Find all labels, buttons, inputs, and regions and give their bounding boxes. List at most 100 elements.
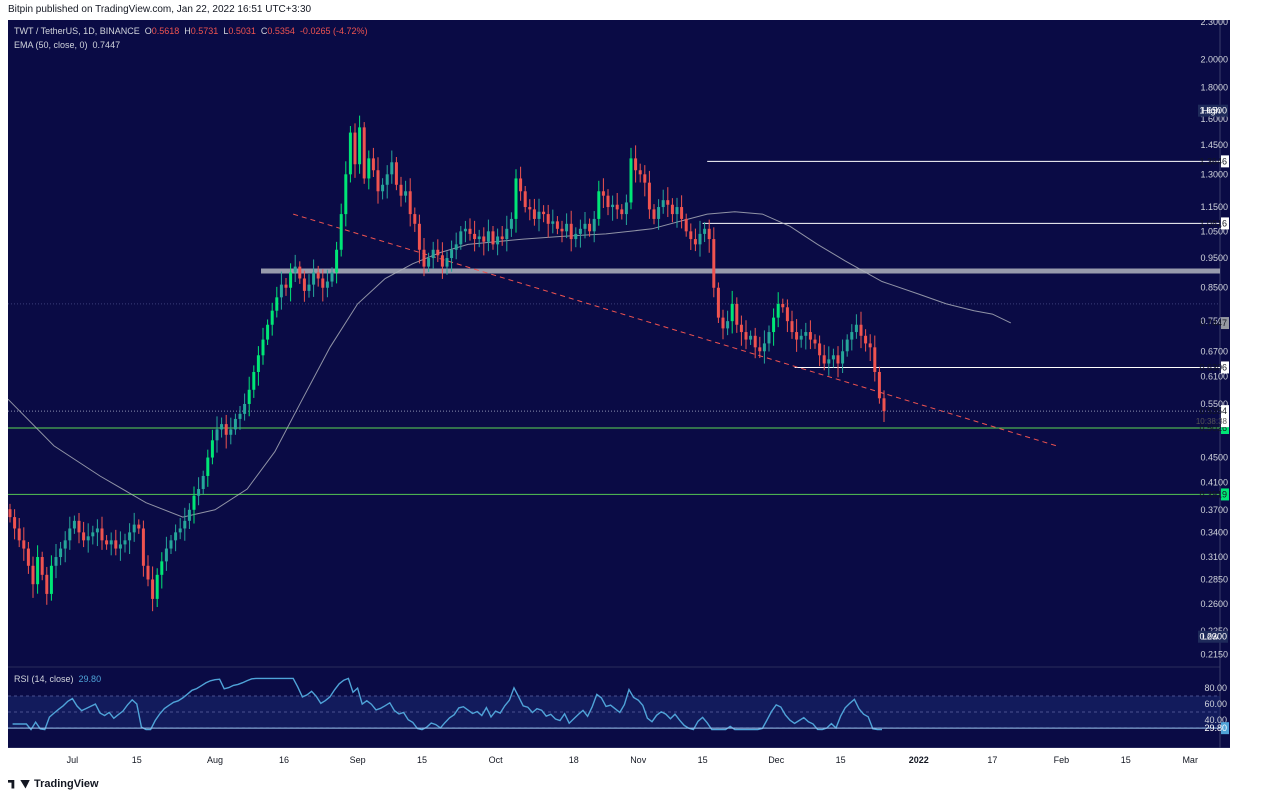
- candle-body: [385, 174, 389, 185]
- price-tick-label: 0.2850: [1200, 574, 1228, 584]
- candle-body: [252, 371, 256, 390]
- candle-body: [178, 528, 182, 533]
- candle-body: [275, 297, 279, 311]
- candle-body: [146, 565, 150, 580]
- candle-body: [316, 272, 320, 279]
- candle-body: [583, 223, 587, 229]
- rsi-tick-label: 80.00: [1204, 683, 1227, 693]
- candle-body: [394, 162, 398, 185]
- candle-body: [519, 178, 523, 192]
- candle-body: [537, 211, 541, 219]
- price-tick-label: 0.8500: [1200, 283, 1228, 293]
- time-tick-label: 15: [698, 755, 708, 765]
- publish-text: Bitpin published on TradingView.com, Jan…: [8, 4, 312, 15]
- candle-body: [330, 272, 334, 282]
- support-tag: [1221, 422, 1229, 435]
- candle-body: [293, 266, 297, 273]
- candle-body: [836, 355, 840, 364]
- time-tick-label: Aug: [207, 755, 223, 765]
- candle-body: [574, 233, 578, 240]
- candle-body: [781, 303, 785, 308]
- hl-tag: [1198, 104, 1228, 117]
- rsi-line: [12, 677, 882, 731]
- candle-body: [155, 574, 159, 599]
- candle-body: [873, 347, 877, 372]
- tradingview-icon-part: [20, 779, 30, 789]
- candle-body: [404, 191, 408, 196]
- time-tick-label: Dec: [768, 755, 785, 765]
- ema-tag: [1221, 317, 1229, 330]
- time-tick-label: 15: [836, 755, 846, 765]
- candle-body: [109, 540, 113, 545]
- candle-body: [72, 520, 76, 529]
- high-label: High: [1202, 106, 1221, 116]
- candle-body: [82, 532, 86, 541]
- candle-body: [523, 191, 527, 208]
- candle-body: [302, 278, 306, 291]
- rsi-tag-text: 29.80: [1204, 723, 1227, 733]
- tradingview-logo[interactable]: TradingView: [8, 778, 99, 790]
- candle-body: [91, 532, 95, 537]
- candle-body: [312, 272, 316, 285]
- candle-body: [496, 236, 500, 245]
- price-tick-label: 2.3000: [1200, 20, 1228, 27]
- symbol-name: TWT / TetherUS, 1D, BINANCE: [14, 26, 140, 36]
- high-label: H: [184, 26, 191, 36]
- time-tick-label: 18: [569, 755, 579, 765]
- chart-background: [8, 20, 1230, 748]
- candle-body: [473, 233, 477, 240]
- candle-body: [22, 540, 26, 549]
- candle-body: [624, 202, 628, 215]
- candle-body: [31, 565, 35, 585]
- candle-body: [486, 231, 490, 242]
- price-tick-label: 2.0000: [1200, 54, 1228, 64]
- candle-body: [86, 536, 90, 541]
- candle-body: [307, 284, 311, 291]
- candle-body: [95, 528, 99, 533]
- candle-body: [753, 335, 757, 348]
- candle-body: [827, 359, 831, 364]
- low-value: 0.2300: [1199, 632, 1227, 642]
- rsi-legend: RSI (14, close) 29.80: [14, 674, 101, 684]
- chart-area[interactable]: 2.3000 2.0000 1.8000 1.6000 1.4500 1.3000 1.15…: [7, 17, 1260, 770]
- candle-body: [657, 207, 661, 219]
- candle-body: [666, 200, 670, 205]
- price-tick-label: 0.2150: [1200, 650, 1228, 660]
- candle-body: [381, 184, 385, 192]
- candle-body: [882, 398, 886, 412]
- candle-body: [206, 457, 210, 476]
- candle-body: [233, 418, 237, 430]
- candle-body: [348, 132, 352, 175]
- candle-body: [661, 200, 665, 208]
- candle-body: [390, 162, 394, 175]
- candle-body: [491, 231, 495, 245]
- price-tick-label: 0.6100: [1200, 371, 1228, 381]
- candle-body: [427, 258, 431, 267]
- candle-body: [721, 317, 725, 329]
- candle-body: [739, 324, 743, 333]
- candle-body: [210, 440, 214, 458]
- candle-body: [26, 548, 30, 566]
- time-tick-label: 2022: [909, 755, 929, 765]
- open-label: O: [144, 26, 152, 36]
- candle-body: [284, 284, 288, 288]
- candle-body: [454, 244, 458, 250]
- candle-body: [670, 204, 674, 215]
- candle-body: [647, 182, 651, 210]
- candle-body: [542, 211, 546, 215]
- candle-body: [431, 249, 435, 259]
- last-price-tag-text: 0.5354: [1199, 406, 1227, 416]
- candle-body: [261, 339, 265, 356]
- candle-body: [367, 158, 371, 179]
- candle-body: [201, 475, 205, 489]
- candle-body: [643, 174, 647, 183]
- candle-body: [689, 231, 693, 240]
- candle-body: [795, 332, 799, 340]
- price-chart[interactable]: 2.3000 2.0000 1.8000 1.6000 1.4500 1.3000 1.15…: [7, 17, 1260, 770]
- time-axis-bg: [8, 748, 1230, 770]
- rsi-label: RSI (14, close): [14, 674, 74, 684]
- candle-body: [266, 324, 270, 340]
- candle-body: [353, 132, 357, 165]
- candle-body: [831, 355, 835, 360]
- candle-body: [450, 249, 454, 259]
